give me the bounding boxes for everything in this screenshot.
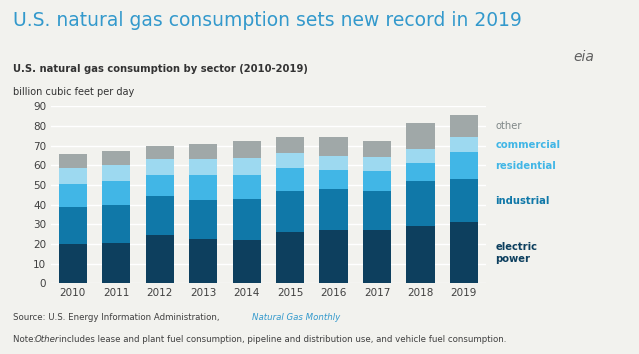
Bar	[146, 159, 174, 175]
Bar	[189, 175, 217, 200]
Text: commercial: commercial	[495, 139, 560, 149]
Bar	[59, 206, 87, 244]
Bar	[59, 244, 87, 283]
Text: Other: Other	[35, 335, 59, 343]
Bar	[102, 205, 130, 243]
Bar	[363, 157, 391, 171]
Text: industrial: industrial	[495, 196, 550, 206]
Bar	[450, 137, 478, 153]
Bar	[233, 158, 261, 175]
Text: electric
power: electric power	[495, 242, 537, 263]
Bar	[406, 181, 435, 226]
Text: U.S. natural gas consumption by sector (2010-2019): U.S. natural gas consumption by sector (…	[13, 64, 307, 74]
Text: includes lease and plant fuel consumption, pipeline and distribution use, and ve: includes lease and plant fuel consumptio…	[59, 335, 506, 343]
Bar	[233, 199, 261, 240]
Bar	[450, 153, 478, 179]
Bar	[363, 191, 391, 230]
Bar	[233, 240, 261, 283]
Bar	[189, 200, 217, 239]
Bar	[233, 175, 261, 199]
Bar	[59, 154, 87, 168]
Bar	[102, 181, 130, 205]
Bar	[189, 144, 217, 159]
Bar	[276, 191, 304, 232]
Bar	[450, 115, 478, 137]
Bar	[320, 137, 348, 156]
Bar	[406, 163, 435, 181]
Bar	[233, 141, 261, 158]
Text: Source: U.S. Energy Information Administration,: Source: U.S. Energy Information Administ…	[13, 313, 222, 322]
Bar	[102, 152, 130, 165]
Text: Natural Gas Monthly: Natural Gas Monthly	[252, 313, 341, 322]
Bar	[146, 196, 174, 235]
Bar	[406, 226, 435, 283]
Text: U.S. natural gas consumption sets new record in 2019: U.S. natural gas consumption sets new re…	[13, 11, 521, 30]
Bar	[363, 171, 391, 191]
Bar	[450, 222, 478, 283]
Bar	[189, 239, 217, 283]
Bar	[146, 235, 174, 283]
Bar	[363, 141, 391, 157]
Bar	[406, 149, 435, 163]
Bar	[363, 230, 391, 283]
Bar	[450, 179, 478, 222]
Text: residential: residential	[495, 161, 556, 171]
Bar	[320, 156, 348, 170]
Bar	[146, 145, 174, 159]
Bar	[320, 230, 348, 283]
Bar	[276, 168, 304, 191]
Bar	[276, 153, 304, 168]
Bar	[406, 123, 435, 149]
Bar	[102, 165, 130, 181]
Bar	[276, 232, 304, 283]
Text: other: other	[495, 121, 521, 131]
Bar	[59, 184, 87, 206]
Bar	[102, 243, 130, 283]
Text: billion cubic feet per day: billion cubic feet per day	[13, 87, 134, 97]
Bar	[320, 170, 348, 189]
Text: eia: eia	[573, 50, 594, 64]
Bar	[276, 137, 304, 153]
Bar	[189, 159, 217, 175]
Bar	[320, 189, 348, 230]
Text: Note:: Note:	[13, 335, 39, 343]
Bar	[146, 175, 174, 196]
Bar	[59, 168, 87, 184]
